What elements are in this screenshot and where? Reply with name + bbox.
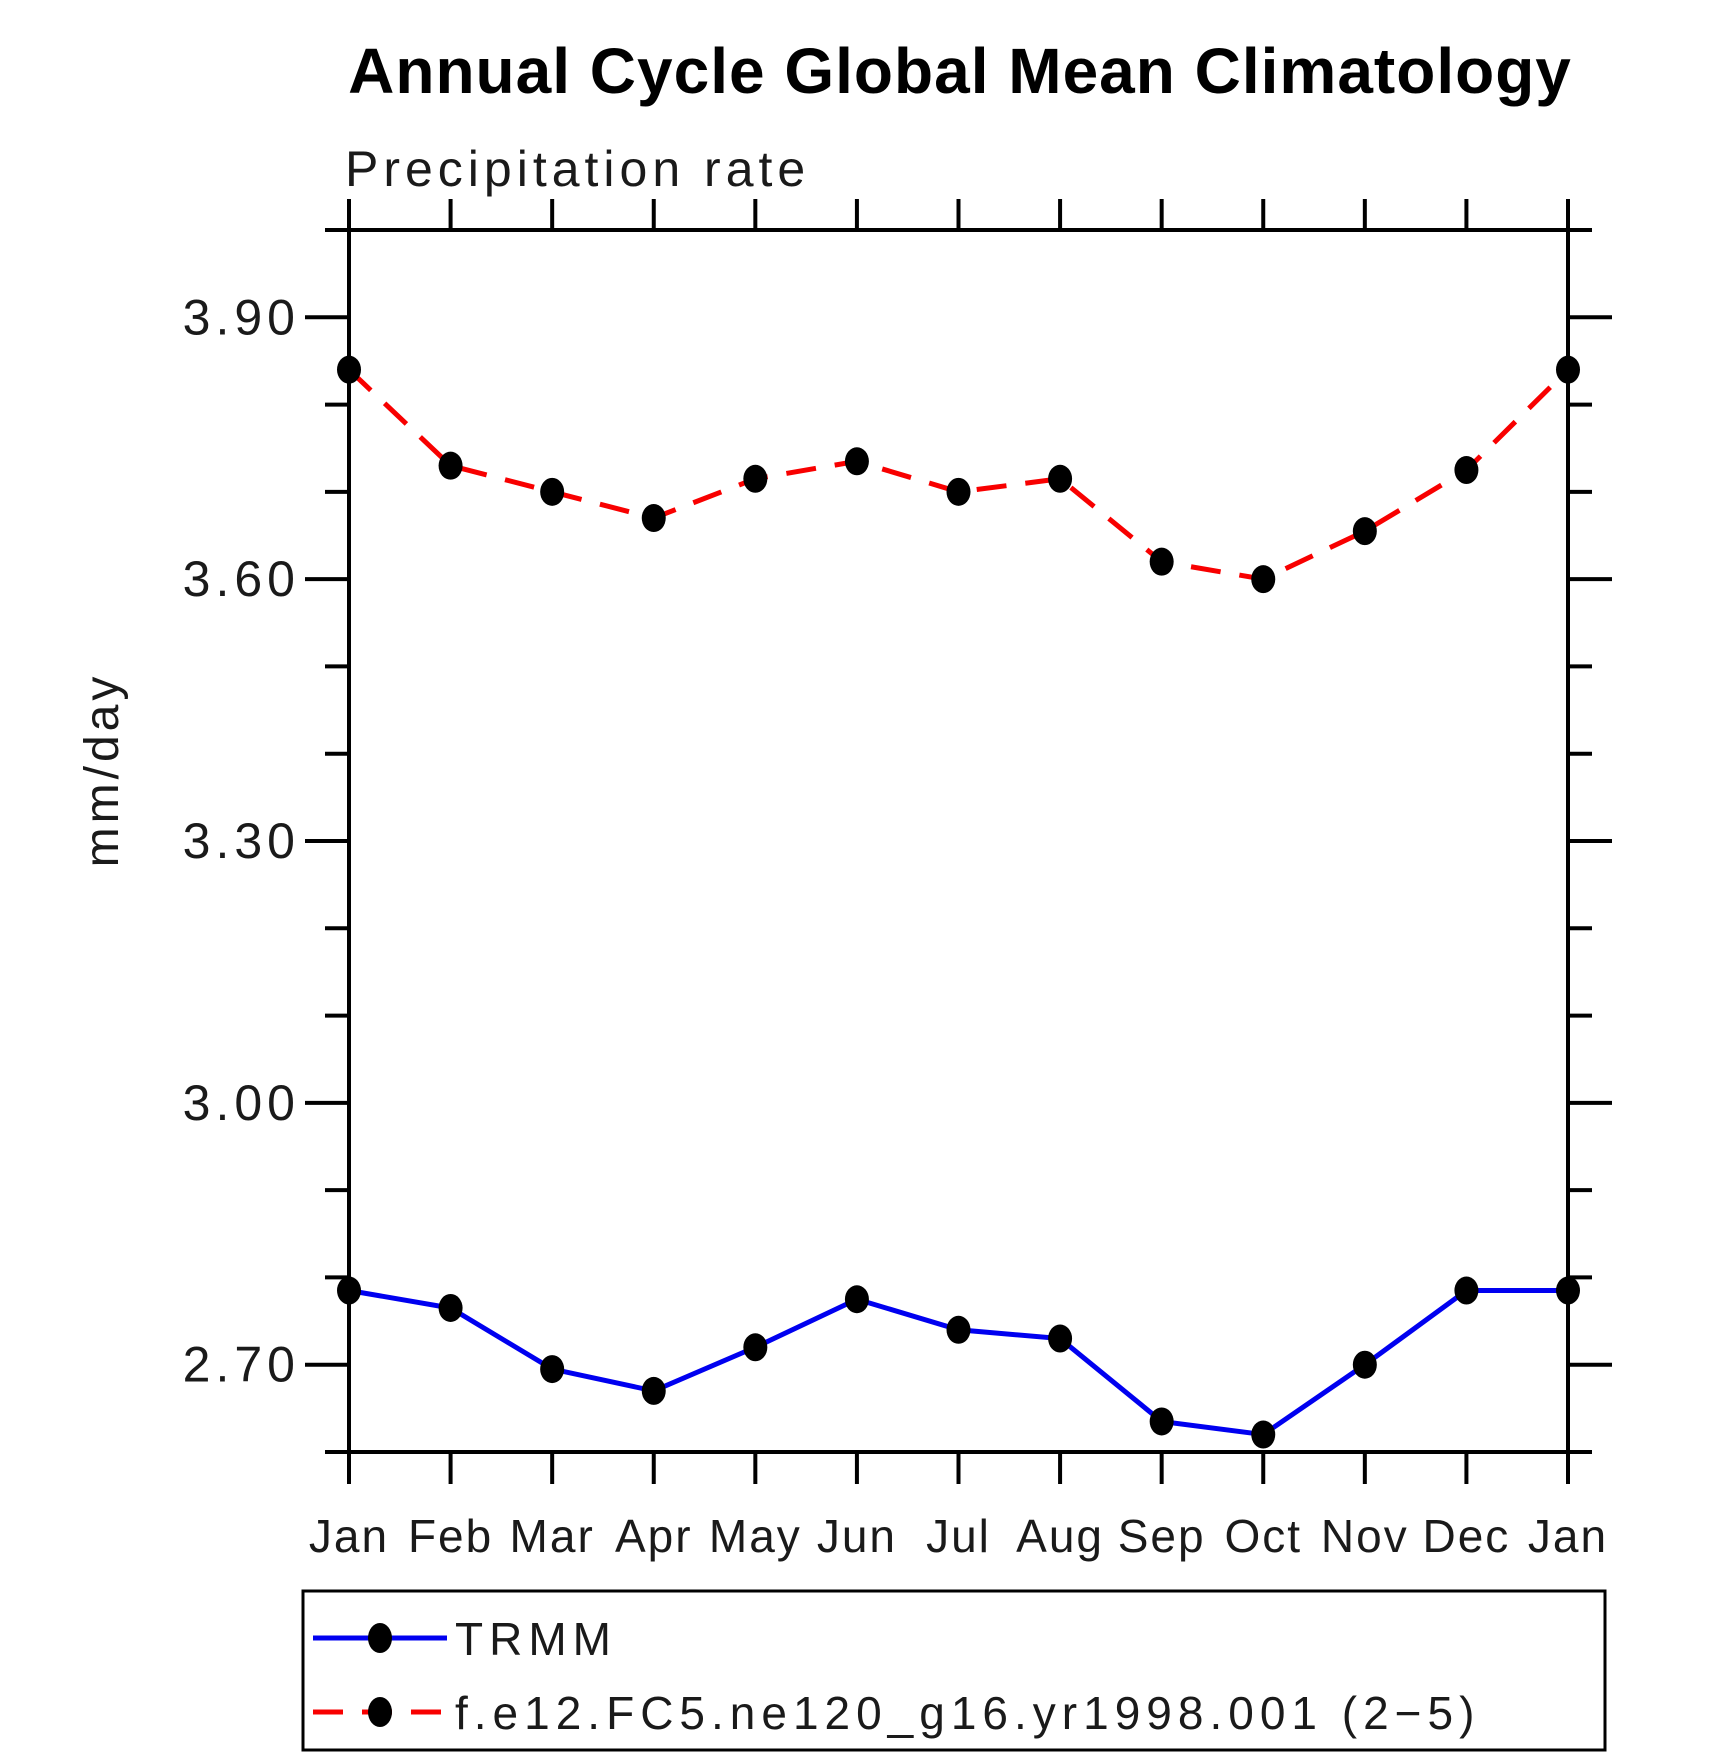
x-tick-label: Dec <box>1423 1510 1511 1562</box>
legend-border <box>301 1589 1607 1752</box>
data-point-trmm <box>844 1285 869 1314</box>
data-point-trmm <box>1251 1420 1276 1449</box>
data-point-trmm <box>1149 1407 1174 1436</box>
x-tick-label: Feb <box>408 1510 493 1562</box>
data-point-model <box>946 477 971 506</box>
x-tick-label: Jan <box>309 1510 389 1562</box>
x-tick-label: Apr <box>615 1510 693 1562</box>
data-point-trmm <box>1048 1324 1073 1353</box>
legend-label: TRMM <box>455 1613 617 1665</box>
chart-title: Annual Cycle Global Mean Climatology <box>348 35 1572 107</box>
data-point-trmm <box>540 1355 565 1384</box>
data-point-model <box>743 464 768 493</box>
data-point-model <box>337 355 361 384</box>
y-axis-label: mm/day <box>76 673 129 868</box>
x-tick-label: Jun <box>817 1510 897 1562</box>
x-tick-label: Aug <box>1016 1510 1104 1562</box>
x-tick-label: Sep <box>1118 1510 1206 1562</box>
data-point-model <box>1149 547 1174 576</box>
y-tick-label: 3.90 <box>183 289 300 345</box>
series-line-trmm <box>348 1288 1568 1438</box>
data-point-trmm <box>641 1376 666 1405</box>
x-tick-label: Jan <box>1528 1510 1608 1562</box>
data-point-trmm <box>743 1333 768 1362</box>
data-point-model <box>1048 464 1073 493</box>
y-tick-label: 3.30 <box>183 813 300 869</box>
y-tick-label: 3.60 <box>183 551 300 607</box>
series-line-model <box>347 367 1570 582</box>
data-point-trmm <box>1556 1276 1580 1305</box>
data-point-model <box>1454 456 1479 485</box>
plot-frame <box>347 228 1570 1454</box>
data-point-trmm <box>946 1315 971 1344</box>
y-tick-label: 3.00 <box>183 1075 300 1131</box>
data-point-model <box>844 447 869 476</box>
x-tick-label: Jul <box>926 1510 991 1562</box>
data-point-trmm <box>337 1276 361 1305</box>
data-point-model <box>1352 517 1377 546</box>
x-tick-label: May <box>709 1510 802 1562</box>
legend-label: f.e12.FC5.ne120_g16.yr1998.001 (2−5) <box>455 1687 1480 1739</box>
legend-box: TRMM f.e12.FC5.ne120_g16.yr1998.001 (2−5) <box>301 1589 1607 1752</box>
axis-tick-labels: Jan Feb Mar Apr May Jun Jul Aug Sep Oct Nov Dec Jan 2… <box>183 289 1608 1562</box>
data-series <box>337 355 1580 1449</box>
data-point-trmm <box>1454 1276 1479 1305</box>
legend-marker <box>368 1697 392 1727</box>
axis-ticks <box>305 199 1612 1484</box>
data-point-model <box>641 504 666 533</box>
data-point-model <box>540 477 565 506</box>
chart-subtitle: Precipitation rate <box>345 141 810 197</box>
x-tick-label: Mar <box>510 1510 595 1562</box>
data-point-trmm <box>1352 1350 1377 1379</box>
data-point-model <box>1556 355 1580 384</box>
x-tick-label: Nov <box>1321 1510 1409 1562</box>
x-tick-label: Oct <box>1224 1510 1302 1562</box>
y-tick-label: 2.70 <box>183 1337 300 1393</box>
data-point-model <box>438 451 463 480</box>
data-point-trmm <box>438 1293 463 1322</box>
legend-marker <box>368 1623 392 1653</box>
data-point-model <box>1251 565 1276 594</box>
